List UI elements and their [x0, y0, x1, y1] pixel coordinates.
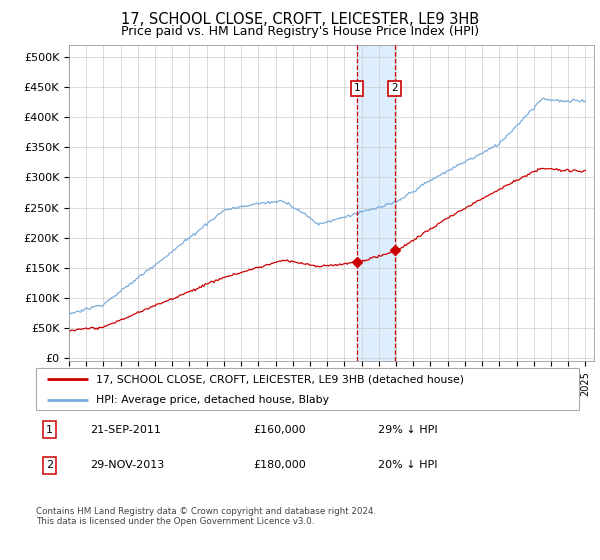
Text: 17, SCHOOL CLOSE, CROFT, LEICESTER, LE9 3HB (detached house): 17, SCHOOL CLOSE, CROFT, LEICESTER, LE9 …	[96, 374, 464, 384]
Text: 17, SCHOOL CLOSE, CROFT, LEICESTER, LE9 3HB: 17, SCHOOL CLOSE, CROFT, LEICESTER, LE9 …	[121, 12, 479, 27]
FancyBboxPatch shape	[36, 368, 579, 410]
Text: 2: 2	[46, 460, 53, 470]
Text: 1: 1	[353, 83, 360, 94]
Bar	[357, 45, 394, 361]
Text: 21-SEP-2011: 21-SEP-2011	[91, 424, 161, 435]
Text: 1: 1	[46, 424, 53, 435]
Text: HPI: Average price, detached house, Blaby: HPI: Average price, detached house, Blab…	[96, 395, 329, 405]
Text: 29-NOV-2013: 29-NOV-2013	[91, 460, 164, 470]
Text: 20% ↓ HPI: 20% ↓ HPI	[378, 460, 437, 470]
Text: Contains HM Land Registry data © Crown copyright and database right 2024.
This d: Contains HM Land Registry data © Crown c…	[36, 507, 376, 526]
Text: £180,000: £180,000	[253, 460, 306, 470]
Text: £160,000: £160,000	[253, 424, 306, 435]
Text: 2: 2	[391, 83, 398, 94]
Text: Price paid vs. HM Land Registry's House Price Index (HPI): Price paid vs. HM Land Registry's House …	[121, 25, 479, 38]
Text: 29% ↓ HPI: 29% ↓ HPI	[378, 424, 438, 435]
